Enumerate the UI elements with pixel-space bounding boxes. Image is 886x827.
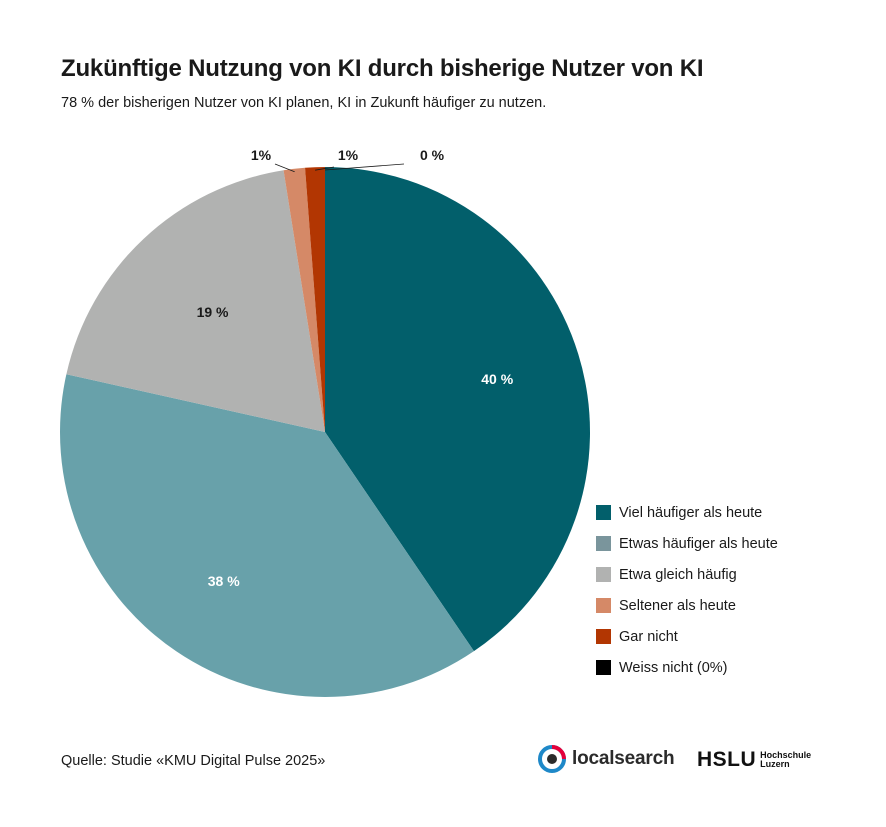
legend-item: Etwa gleich häufig <box>596 559 778 590</box>
chart-title: Zukünftige Nutzung von KI durch bisherig… <box>61 55 704 82</box>
hslu-wordmark: HSLU <box>697 748 757 771</box>
pie-slice <box>325 167 590 652</box>
legend-swatch <box>596 598 611 613</box>
source-note: Quelle: Studie «KMU Digital Pulse 2025» <box>61 753 326 769</box>
legend-swatch <box>596 505 611 520</box>
localsearch-wordmark: localsearch <box>572 748 675 769</box>
leader-line <box>274 163 295 173</box>
hslu-line-2: Luzern <box>760 759 790 769</box>
legend-label: Etwas häufiger als heute <box>619 535 778 552</box>
legend-item: Viel häufiger als heute <box>596 497 778 528</box>
pie-slice <box>305 167 325 432</box>
pie-slice <box>283 167 325 433</box>
legend-swatch <box>596 660 611 675</box>
pie-slice <box>60 374 474 697</box>
legend-item: Seltener als heute <box>596 590 778 621</box>
localsearch-logo[interactable]: localsearch <box>538 745 675 773</box>
slice-label: 1% <box>251 147 272 163</box>
hslu-line-1: Hochschule <box>760 750 812 760</box>
legend-item: Gar nicht <box>596 621 778 652</box>
legend-label: Etwa gleich häufig <box>619 566 737 583</box>
pie-slice <box>66 170 326 433</box>
legend-item: Etwas häufiger als heute <box>596 528 778 559</box>
legend-label: Viel häufiger als heute <box>619 504 763 521</box>
localsearch-icon <box>538 745 566 773</box>
slice-label: 38 % <box>208 573 240 589</box>
legend-swatch <box>596 536 611 551</box>
legend-label: Seltener als heute <box>619 597 736 614</box>
slice-label: 0 % <box>420 147 445 163</box>
legend-swatch <box>596 629 611 644</box>
leader-line <box>324 163 405 171</box>
chart-subtitle: 78 % der bisherigen Nutzer von KI planen… <box>61 95 547 111</box>
leader-line <box>315 166 335 171</box>
legend-label: Gar nicht <box>619 628 678 645</box>
chart-legend: Viel häufiger als heute Etwas häufiger a… <box>596 497 778 683</box>
hslu-logo[interactable]: HSLU Hochschule Luzern <box>697 748 811 772</box>
slice-label: 1% <box>338 147 359 163</box>
slice-label: 19 % <box>197 304 229 320</box>
hslu-subtitle: Hochschule Luzern <box>760 751 811 769</box>
legend-label: Weiss nicht (0%) <box>619 659 728 676</box>
legend-swatch <box>596 567 611 582</box>
slice-label: 40 % <box>481 371 513 387</box>
legend-item: Weiss nicht (0%) <box>596 652 778 683</box>
